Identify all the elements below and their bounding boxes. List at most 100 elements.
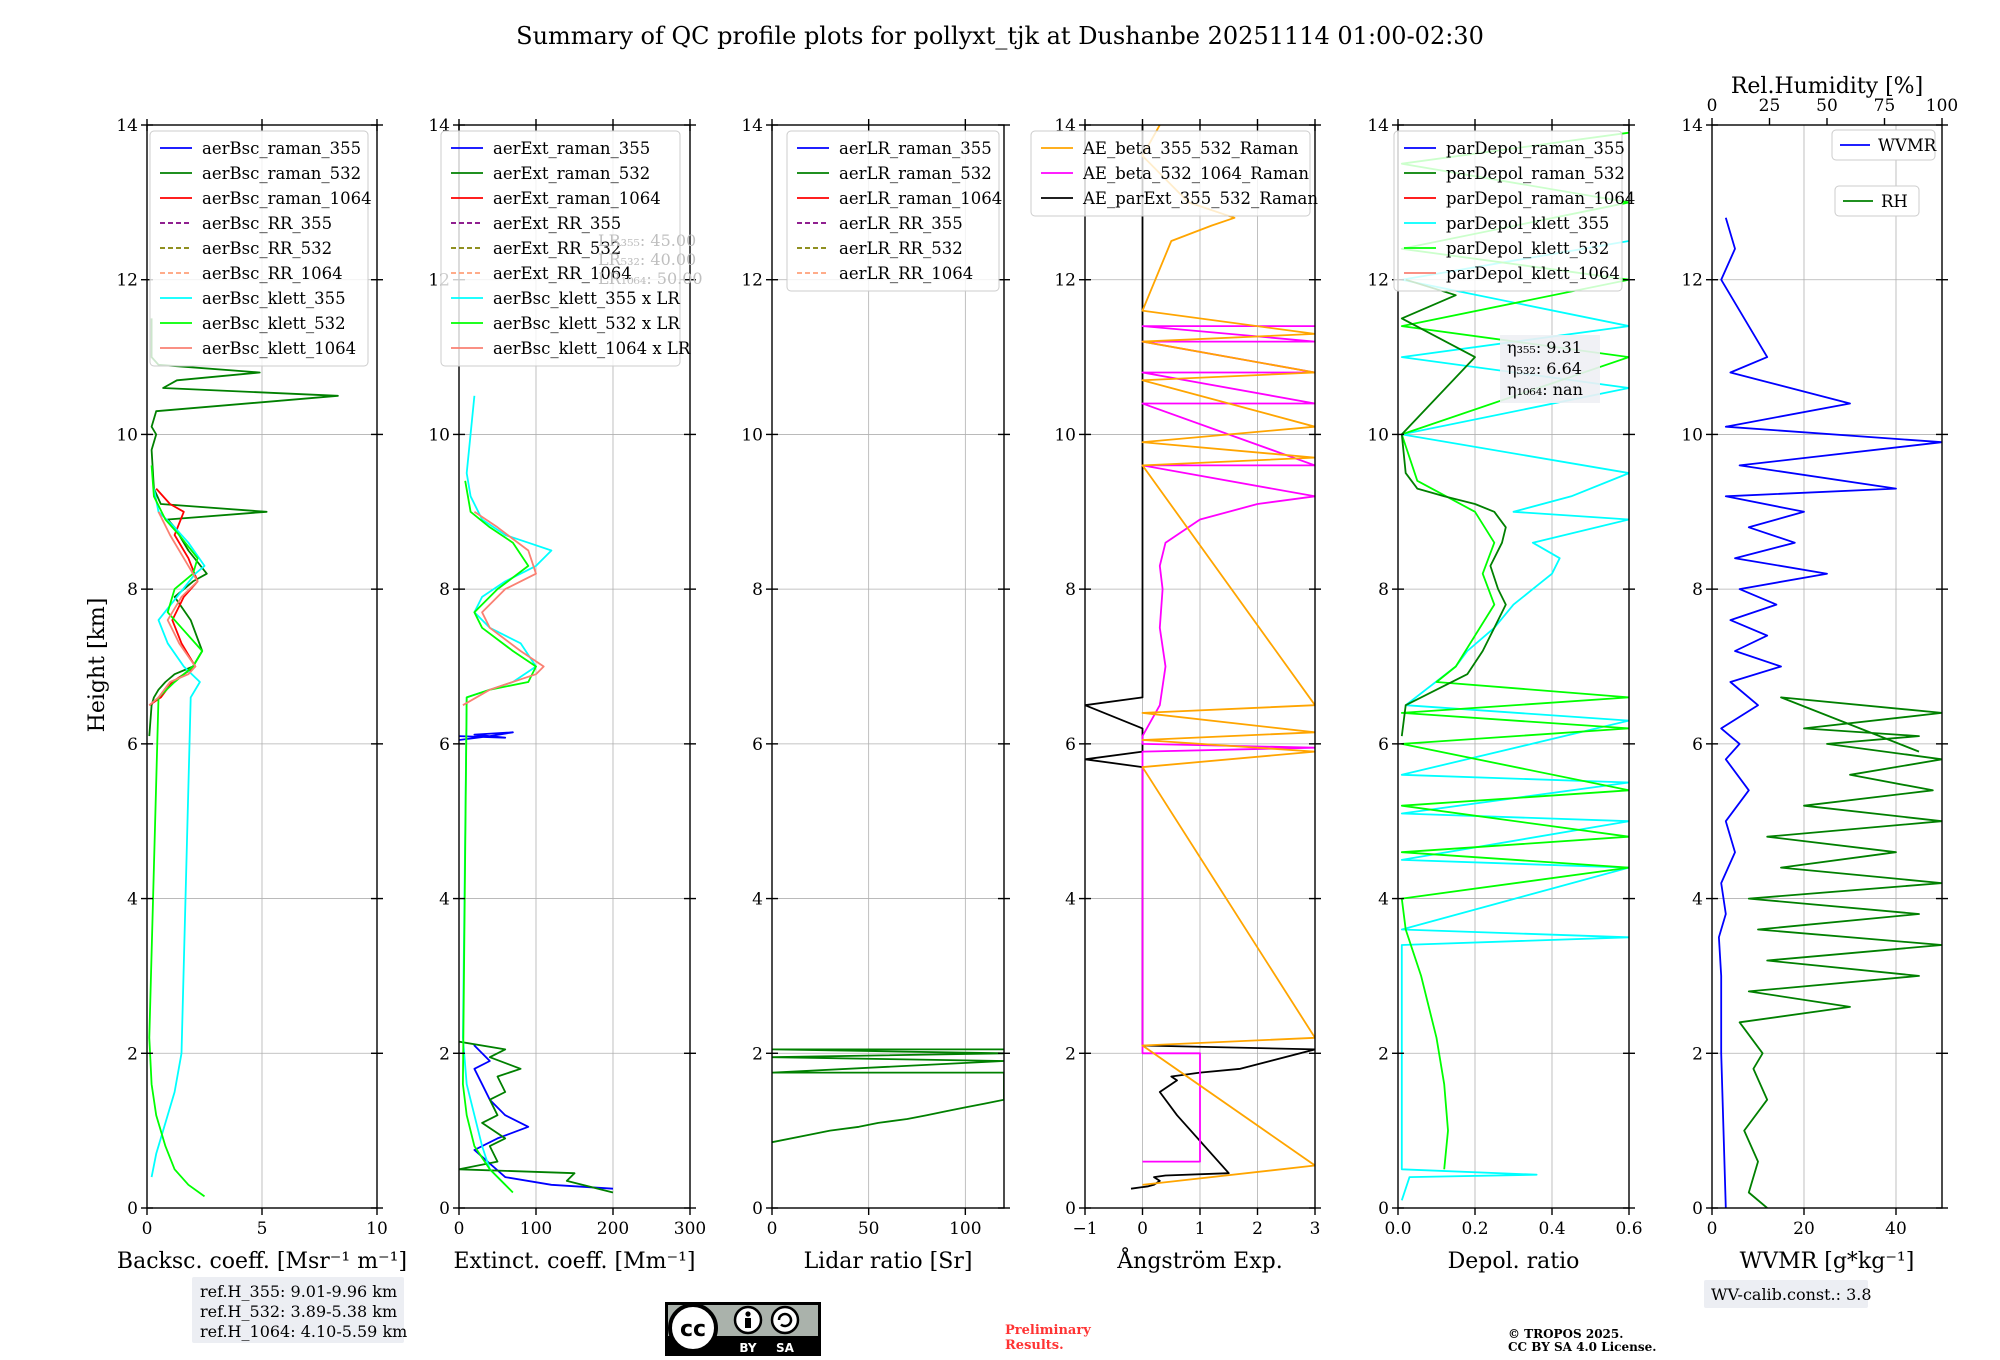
- legend-rh: RH: [1834, 185, 1920, 217]
- legend-lr: aerLR_raman_355 aerLR_raman_532 aerLR_rama…: [786, 130, 1002, 292]
- panel-bsc: 0 2 4 6 8 10 12 14 0 5 10 Backsc. coeff. [Msr⁻¹ m⁻¹…: [116, 116, 407, 1274]
- y-tick-label: 4: [127, 890, 138, 910]
- legend-entry-label: aerExt_RR_532: [493, 239, 621, 258]
- y-tick-label: 2: [127, 1044, 138, 1064]
- copyright-line-2: CC BY SA 4.0 License.: [1508, 1340, 1656, 1354]
- legend-box: [1393, 130, 1623, 292]
- series-group: [1400, 131, 1629, 1201]
- x-tick-label: 1: [1195, 1219, 1206, 1239]
- preliminary-line-1: Preliminary: [1005, 1323, 1091, 1338]
- series-group: [772, 1048, 1004, 1144]
- y-tick-label: 10: [428, 425, 450, 445]
- x-tick-label: 0: [767, 1219, 778, 1239]
- legend-entry-label: aerBsc_RR_532: [202, 239, 332, 258]
- y-tick-label: 4: [752, 890, 763, 910]
- series-line-aerext-raman-355: [473, 1044, 614, 1190]
- top-x-tick-label: 75: [1874, 96, 1896, 116]
- legend-entry-label: parDepol_klett_532: [1446, 239, 1609, 258]
- x-tick-label: 3: [1310, 1219, 1321, 1239]
- y-tick-label: 14: [1681, 116, 1703, 136]
- share-alike-arrow: [777, 1312, 793, 1328]
- series-line-aerbsc-klett-355: [150, 488, 206, 1178]
- y-tick-label: 8: [752, 580, 763, 600]
- y-tick-label: 10: [1367, 425, 1389, 445]
- wv-calib-box: WV-calib.const.: 3.8: [1704, 1280, 1872, 1308]
- y-tick-label: 14: [741, 116, 763, 136]
- series-line-rh: [1738, 696, 1942, 1208]
- legend-bsc: aerBsc_raman_355 aerBsc_raman_532 aerBsc_r…: [149, 130, 372, 367]
- attribution-icon-body: [745, 1318, 751, 1328]
- series-group: [1085, 125, 1315, 1190]
- y-tick-label: 14: [116, 116, 138, 136]
- legend-entry-label: aerBsc_RR_1064: [202, 264, 343, 283]
- x-tick-label: 0: [1137, 1219, 1148, 1239]
- y-tick-label: 8: [127, 580, 138, 600]
- badge-sa-label: SA: [776, 1341, 795, 1355]
- y-tick-label: 12: [1367, 271, 1389, 291]
- legend-entry-label: aerExt_RR_355: [493, 214, 621, 233]
- legend-entry-label: AE_parExt_355_532_Raman: [1082, 189, 1318, 208]
- x-axis-label-ae: Ångström Exp.: [1116, 1246, 1282, 1274]
- x-axis-label-wv: WVMR [g*kg⁻¹]: [1740, 1249, 1915, 1274]
- figure-title: Summary of QC profile plots for pollyxt_…: [516, 22, 1484, 50]
- series-line-wvmr: [1718, 217, 1942, 1208]
- lr-note-line: LR₁₀₆₄: 50.00: [598, 269, 703, 288]
- top-x-tick-label: 50: [1816, 96, 1838, 116]
- panel-depol: 0 2 4 6 8 10 12 14 0.0 0.2 0.4 0.6 Depol. ratio parDe…: [1367, 116, 1642, 1274]
- y-tick-label: 0: [1378, 1199, 1389, 1219]
- x-tick-label: 0: [1707, 1219, 1718, 1239]
- panel-lr: 0 2 4 6 8 10 12 14 0 50 100 Lidar ratio [Sr] aerLR_r…: [741, 116, 1010, 1274]
- series-line-aerbsc-klett-1064-x-lr: [462, 511, 545, 706]
- y-tick-label: 0: [127, 1199, 138, 1219]
- lr-note-line: LR₅₃₂: 40.00: [598, 250, 696, 269]
- ref-height-box: ref.H_355: 9.01-9.96 km ref.H_532: 3.89-…: [192, 1277, 407, 1343]
- legend-entry-label: aerBsc_raman_355: [202, 139, 361, 158]
- series-line-pardepol-klett-355: [1400, 240, 1629, 1201]
- legend-entry-label: aerLR_RR_1064: [839, 264, 973, 283]
- legend-entry-label: AE_beta_355_532_Raman: [1082, 139, 1299, 158]
- x-tick-label: 0: [454, 1219, 465, 1239]
- y-tick-label: 2: [1378, 1044, 1389, 1064]
- y-tick-label: 0: [752, 1199, 763, 1219]
- legend-entry-label: parDepol_raman_532: [1446, 164, 1625, 183]
- series-group: [459, 395, 614, 1194]
- axes-frame: [1711, 124, 1943, 1209]
- x-axis-label-depol: Depol. ratio: [1448, 1249, 1580, 1274]
- series-line-aerlr-raman-532: [772, 1048, 1004, 1144]
- attribution-icon-head: [745, 1311, 751, 1317]
- cc-logo-text: cc: [680, 1317, 706, 1342]
- y-tick-label: 2: [1692, 1044, 1703, 1064]
- y-tick-label: 2: [439, 1044, 450, 1064]
- y-tick-label: 12: [741, 271, 763, 291]
- eta-note-line: η₃₅₅: 9.31: [1507, 338, 1582, 357]
- y-tick-label: 4: [1378, 890, 1389, 910]
- axes-frame: [1397, 124, 1630, 1209]
- badge-by-label: BY: [739, 1341, 756, 1355]
- y-tick-label: 10: [1054, 425, 1076, 445]
- y-axis-label: Height [km]: [85, 598, 110, 733]
- y-tick-label: 6: [1692, 735, 1703, 755]
- legend-box: [440, 130, 681, 367]
- share-alike-icon: [770, 1305, 800, 1335]
- lr-note-line: LR₃₅₅: 45.00: [598, 231, 696, 250]
- legend-entry-label: aerBsc_RR_355: [202, 214, 332, 233]
- legend-entry-label: aerLR_raman_532: [839, 164, 992, 183]
- y-tick-label: 12: [116, 271, 138, 291]
- x-tick-label: 300: [674, 1219, 706, 1239]
- legend-wvmr: WVMR: [1831, 129, 1937, 161]
- ref-height-box-bg: [192, 1277, 404, 1343]
- cc-license-badge: cc BY SA: [665, 1302, 821, 1356]
- top-x-tick-label: 25: [1759, 96, 1781, 116]
- x-tick-label: 100: [949, 1219, 981, 1239]
- legend-entry-label: aerExt_RR_1064: [493, 264, 632, 283]
- x-axis-label-bsc: Backsc. coeff. [Msr⁻¹ m⁻¹]: [117, 1249, 407, 1274]
- legend-box: [149, 130, 369, 367]
- x-tick-label: 0.4: [1538, 1219, 1565, 1239]
- legend-box: [786, 130, 1000, 292]
- legend-entry-label: AE_beta_532_1064_Raman: [1082, 164, 1309, 183]
- legend-entry-label: parDepol_raman_1064: [1446, 189, 1635, 208]
